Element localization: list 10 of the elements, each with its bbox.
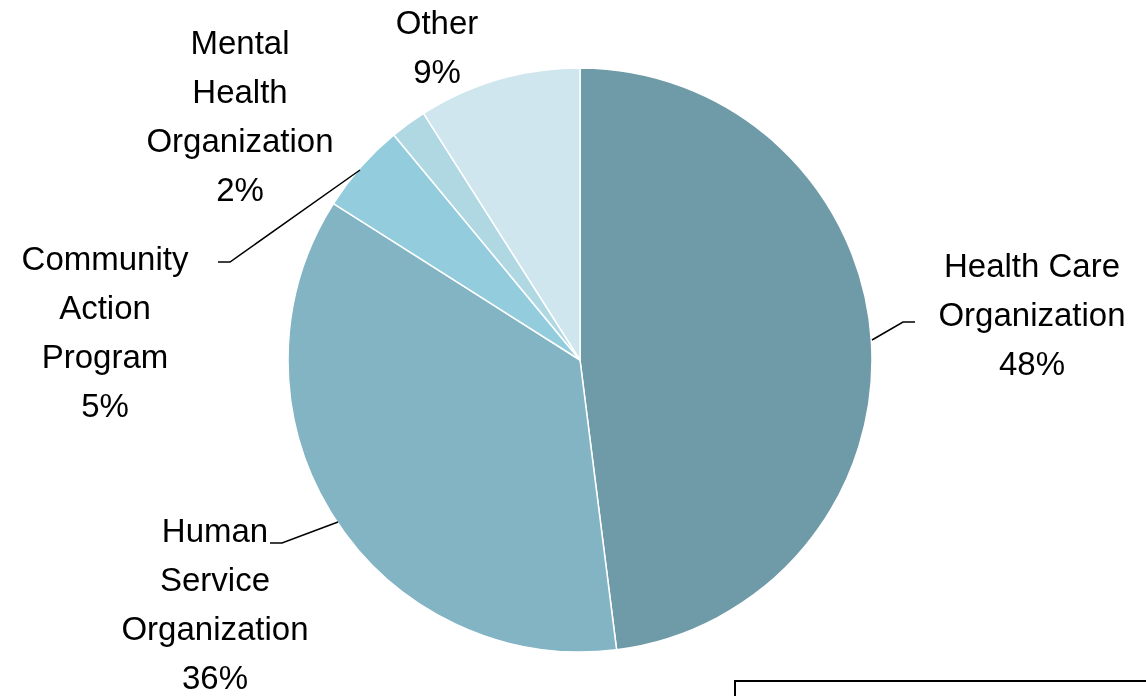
slice-label: Health Care Organization bbox=[938, 247, 1126, 333]
slice-label: Community Action Program bbox=[21, 240, 189, 375]
data-label: 48% bbox=[998, 345, 1066, 382]
data-label: 9% bbox=[413, 53, 461, 90]
data-label: 36% bbox=[181, 659, 249, 696]
slice-label: Human Service Organization bbox=[121, 512, 309, 647]
data-label: 2% bbox=[216, 171, 264, 208]
data-label: 5% bbox=[81, 387, 129, 424]
slice-label: Mental Health Organization bbox=[146, 24, 334, 159]
slice-label: Other bbox=[395, 4, 479, 41]
